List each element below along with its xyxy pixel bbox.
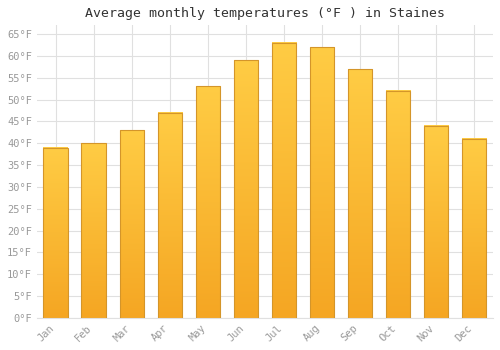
Bar: [234, 60, 258, 318]
Bar: [158, 113, 182, 318]
Bar: [310, 47, 334, 318]
Bar: [196, 86, 220, 318]
Bar: [82, 143, 106, 318]
Bar: [424, 126, 448, 318]
Title: Average monthly temperatures (°F ) in Staines: Average monthly temperatures (°F ) in St…: [85, 7, 445, 20]
Bar: [348, 69, 372, 318]
Bar: [272, 43, 296, 318]
Bar: [386, 91, 410, 318]
Bar: [120, 130, 144, 318]
Bar: [44, 148, 68, 318]
Bar: [462, 139, 486, 318]
